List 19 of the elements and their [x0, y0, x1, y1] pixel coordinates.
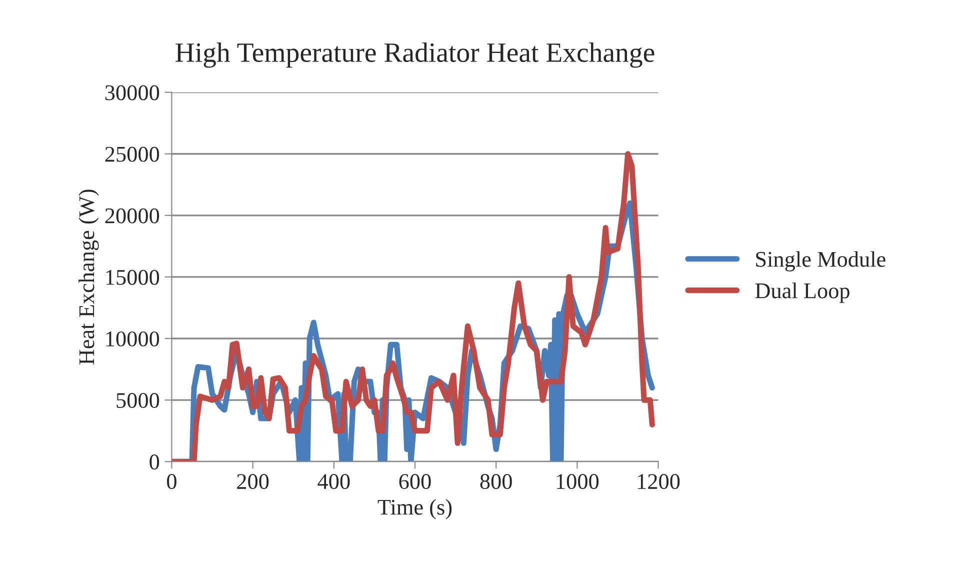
x-tick-label: 800 [480, 474, 512, 490]
y-tick-label: 30000 [105, 85, 160, 100]
x-tick-label: 400 [318, 474, 350, 490]
y-tick-label: 0 [150, 454, 160, 470]
y-tick-label: 10000 [106, 331, 160, 346]
x-tick-label: 200 [237, 474, 269, 490]
y-tick-label: 5000 [116, 392, 160, 408]
y-tick-label: 25000 [105, 146, 160, 162]
y-tick-label: 20000 [105, 208, 160, 224]
chart-title: High Temperature Radiator Heat Exchange [176, 42, 654, 68]
y-axis-title: Heat Exchange (W) [78, 190, 99, 365]
x-axis-title: Time (s) [378, 499, 452, 520]
legend-label: Single Module [756, 251, 886, 272]
x-tick-label: 1200 [638, 474, 680, 490]
y-tick-label: 15000 [106, 270, 160, 285]
x-tick-label: 1000 [556, 474, 599, 490]
x-tick-label: 0 [167, 474, 176, 490]
x-tick-label: 600 [399, 474, 431, 490]
legend-label: Dual Loop [755, 282, 850, 303]
